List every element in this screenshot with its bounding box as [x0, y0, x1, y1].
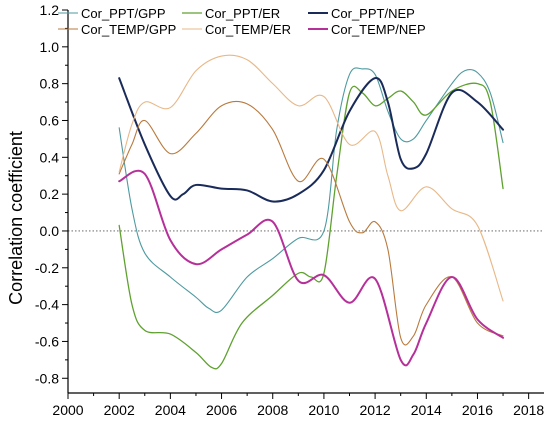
legend-label: Cor_PPT/GPP [81, 6, 166, 21]
tick-marks [62, 9, 530, 399]
legend-label: Cor_PPT/NEP [331, 6, 415, 21]
axes [67, 10, 544, 394]
series-line-cor-temp-gpp [118, 100, 504, 346]
y-tick-label: 0.8 [40, 76, 60, 92]
series-line-cor-temp-nep [118, 169, 505, 367]
series-layer [118, 54, 505, 370]
series-line-cor-ppt-gpp [118, 67, 504, 313]
legend-label: Cor_TEMP/NEP [331, 22, 426, 37]
y-tick-label: 0.6 [40, 112, 60, 128]
y-tick-label: -0.4 [35, 297, 59, 313]
series-line-cor-ppt-nep [118, 77, 505, 203]
x-tick-label: 2008 [257, 402, 288, 418]
legend: Cor_PPT/GPP Cor_PPT/ER Cor_PPT/NEPCor_TEMP… [58, 6, 426, 37]
x-tick-label: 2012 [360, 402, 391, 418]
y-tick-label: 1.0 [40, 39, 60, 55]
y-tick-label: 0.4 [40, 149, 60, 165]
x-tick-label: 2002 [104, 402, 135, 418]
y-tick-label: 0.0 [40, 223, 60, 239]
y-tick-label: -0.8 [35, 370, 59, 386]
x-tick-label: 2014 [411, 402, 442, 418]
x-tick-label: 2016 [462, 402, 493, 418]
x-tick-label: 2010 [308, 402, 339, 418]
y-tick-label: 1.2 [40, 2, 60, 18]
legend-label: Cor_PPT/ER [205, 6, 280, 21]
x-tick-label: 2004 [155, 402, 186, 418]
x-tick-label: 2018 [513, 402, 544, 418]
legend-label: Cor_TEMP/GPP [81, 22, 176, 37]
tick-labels: -0.8 -0.6 -0.4 -0.2 0.0 0.2 0.4 0.6 0.8 1.0 1.2 200… [35, 2, 545, 418]
series-line-cor-ppt-er [118, 82, 504, 370]
series-line-cor-temp-er [118, 54, 504, 302]
x-tick-label: 2006 [206, 402, 237, 418]
y-tick-label: -0.2 [35, 260, 59, 276]
x-tick-label: 2000 [52, 402, 83, 418]
y-tick-label: -0.6 [35, 333, 59, 349]
y-axis-title: Correlation coefficient [6, 131, 26, 305]
y-tick-label: 0.2 [40, 186, 60, 202]
legend-label: Cor_TEMP/ER [205, 22, 291, 37]
